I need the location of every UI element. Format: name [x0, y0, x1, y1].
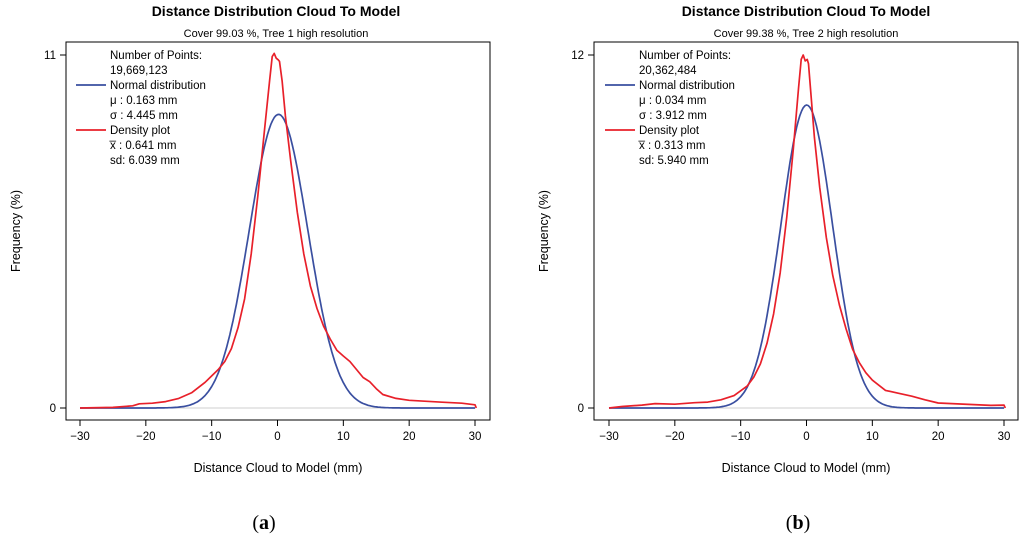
- x-tick-label: 30: [998, 431, 1011, 443]
- density-plot-line: [79, 52, 478, 409]
- y-tick-label: 0: [578, 403, 584, 415]
- x-tick-label: 30: [469, 431, 482, 443]
- legend-density-sd: sd: 5.940 mm: [639, 155, 709, 167]
- x-tick-label: 10: [337, 431, 350, 443]
- legend-points-label: Number of Points:: [110, 50, 202, 62]
- legend-density-label: Density plot: [639, 125, 700, 137]
- legend-density-mean: x̅ : 0.641 mm: [109, 140, 177, 152]
- x-tick-label: 20: [932, 431, 945, 443]
- x-tick-label: −10: [731, 431, 751, 443]
- density-plot-line: [608, 54, 1007, 409]
- legend-density-mean: x̅ : 0.313 mm: [638, 140, 706, 152]
- panel-label-a: (a): [252, 512, 276, 534]
- legend-normal-sigma: σ : 4.445 mm: [110, 110, 178, 122]
- x-tick-label: 10: [866, 431, 879, 443]
- legend-normal-label: Normal distribution: [110, 80, 206, 92]
- x-tick-label: −20: [136, 431, 156, 443]
- legend-points-label: Number of Points:: [639, 50, 731, 62]
- y-tick-label: 0: [50, 403, 56, 415]
- y-tick-label: 12: [571, 50, 584, 62]
- normal-distribution-line: [609, 104, 1004, 409]
- x-axis-label: Distance Cloud to Model (mm): [722, 461, 891, 475]
- legend-normal-label: Normal distribution: [639, 80, 735, 92]
- normal-distribution-line: [80, 113, 475, 409]
- x-tick-label: −30: [599, 431, 619, 443]
- chart-subtitle: Cover 99.38 %, Tree 2 high resolution: [714, 28, 899, 40]
- chart-title: Distance Distribution Cloud To Model: [682, 3, 931, 19]
- panel-label-b: (b): [785, 512, 811, 534]
- legend-normal-mu: μ : 0.163 mm: [110, 95, 177, 107]
- y-axis-label: Frequency (%): [9, 190, 23, 272]
- x-tick-label: −20: [665, 431, 685, 443]
- legend-density-label: Density plot: [110, 125, 171, 137]
- legend-normal-mu: μ : 0.034 mm: [639, 95, 706, 107]
- x-axis-label: Distance Cloud to Model (mm): [194, 461, 363, 475]
- x-tick-label: 20: [403, 431, 416, 443]
- x-tick-label: 0: [274, 431, 280, 443]
- legend-normal-sigma: σ : 3.912 mm: [639, 110, 707, 122]
- legend-density-sd: sd: 6.039 mm: [110, 155, 180, 167]
- chart-subtitle: Cover 99.03 %, Tree 1 high resolution: [184, 28, 369, 40]
- y-tick-label: 11: [44, 50, 56, 62]
- legend-points-value: 19,669,123: [110, 65, 168, 77]
- y-axis-label: Frequency (%): [537, 190, 551, 272]
- x-tick-label: −10: [202, 431, 222, 443]
- chart-title: Distance Distribution Cloud To Model: [152, 3, 401, 19]
- x-tick-label: −30: [70, 431, 90, 443]
- x-tick-label: 0: [803, 431, 809, 443]
- legend-points-value: 20,362,484: [639, 65, 697, 77]
